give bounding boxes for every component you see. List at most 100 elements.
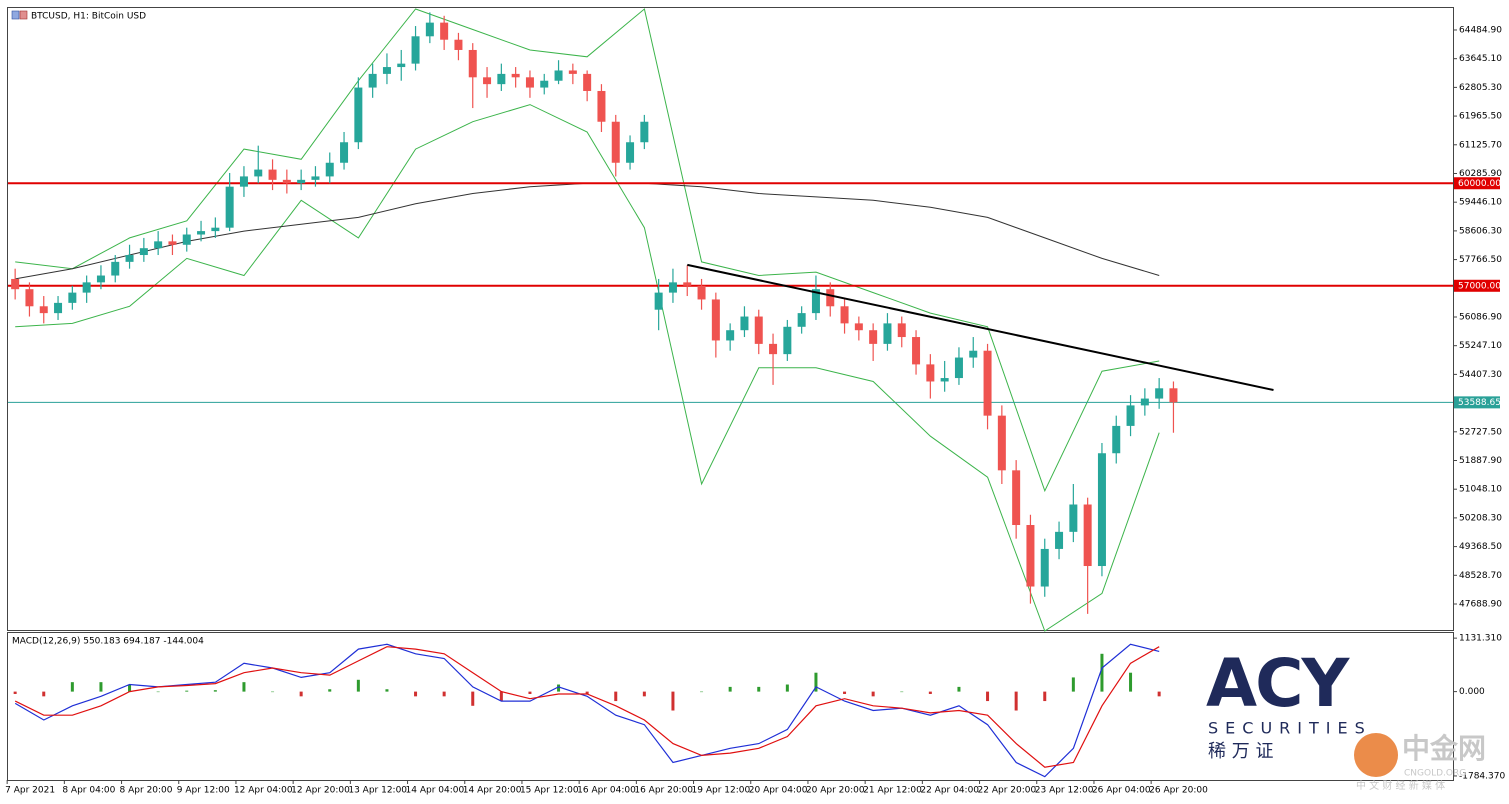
candle-body bbox=[540, 80, 549, 88]
candle-body bbox=[840, 306, 849, 324]
macd-histogram-bar bbox=[499, 691, 503, 702]
macd-histogram-bar bbox=[814, 672, 818, 692]
macd-histogram-bar bbox=[1157, 691, 1161, 697]
candle-body bbox=[525, 77, 534, 88]
candle-body bbox=[969, 350, 978, 358]
macd-histogram-bar bbox=[99, 682, 103, 692]
x-tick-label: 8 Apr 20:00 bbox=[120, 786, 173, 796]
macd-histogram-bar bbox=[1129, 672, 1133, 692]
candle-body bbox=[926, 364, 935, 382]
macd-histogram-bar bbox=[42, 691, 46, 697]
candle-body bbox=[1012, 470, 1021, 526]
candle-body bbox=[983, 350, 992, 416]
y-tick-label: 64484.90 bbox=[1459, 25, 1502, 35]
candle-body bbox=[883, 323, 892, 344]
logo: ACY bbox=[1206, 645, 1351, 722]
y-tick-label: 57766.50 bbox=[1459, 255, 1502, 265]
x-tick-label: 15 Apr 12:00 bbox=[520, 786, 579, 796]
price-level-label: 57000.00 bbox=[1458, 281, 1501, 291]
candle-body bbox=[254, 169, 263, 177]
candle-body bbox=[211, 227, 220, 232]
macd-histogram-bar bbox=[13, 691, 17, 694]
candle-body bbox=[626, 142, 635, 163]
macd-histogram-bar bbox=[957, 686, 961, 692]
macd-histogram-bar bbox=[1043, 691, 1047, 702]
candle-body bbox=[96, 275, 105, 283]
candle-body bbox=[297, 179, 306, 184]
candle-body bbox=[239, 176, 248, 187]
x-tick-label: 26 Apr 04:00 bbox=[1092, 786, 1151, 796]
candle-body bbox=[411, 36, 420, 64]
main-frame bbox=[7, 7, 1454, 631]
candle-body bbox=[1155, 388, 1164, 399]
candle-body bbox=[125, 255, 134, 262]
y-tick-label: 60285.90 bbox=[1459, 169, 1502, 179]
watermark: 中金网 bbox=[1402, 732, 1486, 765]
macd-histogram-bar bbox=[843, 691, 847, 694]
macd-y-tick-label: -1784.370 bbox=[1459, 771, 1505, 781]
macd-histogram-bar bbox=[757, 686, 761, 692]
candle-body bbox=[168, 241, 177, 245]
y-tick-label: 50208.30 bbox=[1459, 513, 1502, 523]
y-tick-label: 47688.90 bbox=[1459, 599, 1502, 609]
candle-body bbox=[611, 121, 620, 163]
macd-histogram-bar bbox=[156, 691, 160, 693]
candle-body bbox=[497, 73, 506, 85]
macd-histogram-bar bbox=[700, 691, 704, 693]
macd-title: MACD(12,26,9) 550.183 694.187 -144.004 bbox=[12, 637, 204, 647]
candle-body bbox=[68, 292, 77, 303]
candle-body bbox=[769, 343, 778, 355]
candle-body bbox=[454, 39, 463, 50]
macd-histogram-bar bbox=[185, 690, 189, 692]
candle-body bbox=[897, 323, 906, 338]
candle-body bbox=[511, 73, 520, 78]
x-tick-label: 21 Apr 12:00 bbox=[863, 786, 922, 796]
macd-histogram-bar bbox=[785, 684, 789, 692]
candle-body bbox=[197, 231, 206, 235]
candle-body bbox=[754, 316, 763, 344]
watermark-tagline: 中 文 财 经 新 媒 体 bbox=[1356, 779, 1445, 792]
macd-histogram-bar bbox=[213, 690, 217, 692]
macd-histogram-bar bbox=[1071, 677, 1075, 692]
y-tick-label: 52727.50 bbox=[1459, 427, 1502, 437]
candle-body bbox=[683, 282, 692, 286]
macd-histogram-bar bbox=[928, 691, 932, 694]
candle-body bbox=[468, 49, 477, 78]
x-tick-label: 7 Apr 2021 bbox=[5, 786, 55, 796]
y-tick-label: 49368.50 bbox=[1459, 542, 1502, 552]
y-tick-label: 55247.10 bbox=[1459, 341, 1502, 351]
candle-body bbox=[568, 70, 577, 74]
y-tick-label: 56086.90 bbox=[1459, 312, 1502, 322]
candle-body bbox=[311, 176, 320, 180]
trendline bbox=[687, 263, 1274, 391]
candle-body bbox=[912, 337, 921, 365]
macd-y-tick-label: 1131.310 bbox=[1459, 634, 1502, 644]
x-tick-label: 16 Apr 04:00 bbox=[577, 786, 636, 796]
candle-body bbox=[954, 357, 963, 379]
x-tick-label: 26 Apr 20:00 bbox=[1149, 786, 1208, 796]
watermark-icon bbox=[1354, 733, 1398, 777]
candle-body bbox=[940, 378, 949, 382]
x-tick-label: 14 Apr 04:00 bbox=[406, 786, 465, 796]
x-tick-label: 20 Apr 04:00 bbox=[749, 786, 808, 796]
watermark-site: CNGOLD.ORG bbox=[1404, 769, 1466, 779]
x-tick-label: 12 Apr 04:00 bbox=[234, 786, 293, 796]
price-level-tag bbox=[1454, 177, 1500, 190]
macd-histogram-bar bbox=[242, 682, 246, 692]
y-tick-label: 54407.30 bbox=[1459, 370, 1502, 380]
chart-title: BTCUSD, H1: BitCoin USD bbox=[31, 12, 146, 22]
candle-body bbox=[826, 289, 835, 307]
candle-body bbox=[854, 323, 863, 331]
macd-histogram-bar bbox=[642, 691, 646, 697]
candle-body bbox=[1169, 388, 1178, 403]
macd-histogram-bar bbox=[1100, 653, 1104, 692]
candle-body bbox=[282, 179, 291, 184]
candle-body bbox=[1069, 504, 1078, 532]
y-tick-label: 48528.70 bbox=[1459, 571, 1502, 581]
macd-histogram-bar bbox=[871, 691, 875, 697]
y-tick-label: 59446.10 bbox=[1459, 198, 1502, 208]
candle-body bbox=[554, 70, 563, 81]
candle-body bbox=[654, 292, 663, 310]
candle-body bbox=[1040, 548, 1049, 587]
